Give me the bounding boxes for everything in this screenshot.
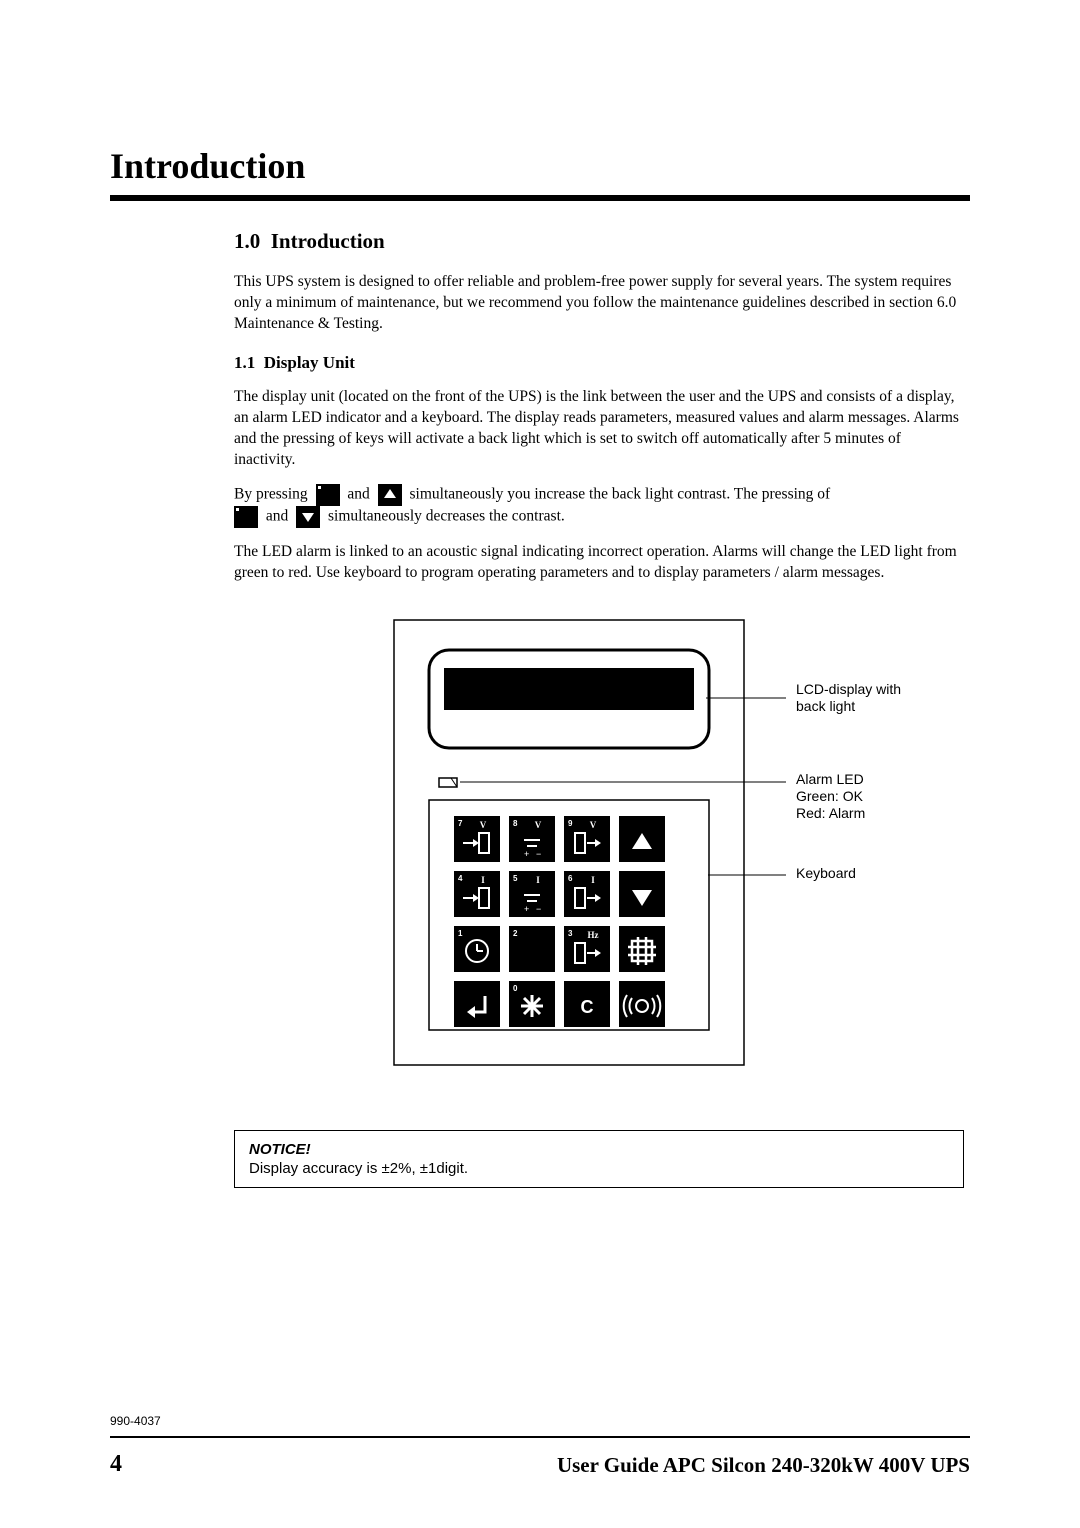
svg-text:V: V [535, 820, 542, 830]
subsection-heading: 1.1 Display Unit [234, 353, 964, 373]
svg-text:9: 9 [568, 819, 573, 828]
notice-text: Display accuracy is ±2%, ±1digit. [249, 1160, 949, 1177]
subsection-number: 1.1 [234, 353, 255, 372]
content-column: 1.0 Introduction This UPS system is desi… [234, 229, 964, 1188]
para2-a: By pressing [234, 486, 312, 503]
intro-paragraph: This UPS system is designed to offer rel… [234, 272, 964, 335]
svg-text:C: C [581, 997, 594, 1017]
svg-text:1: 1 [458, 929, 463, 938]
svg-text:LCD-display with: LCD-display with [796, 681, 901, 697]
footer-rule [110, 1436, 970, 1438]
svg-text:I: I [481, 875, 485, 885]
subsection-title: Display Unit [264, 353, 355, 372]
svg-text:4: 4 [458, 874, 463, 883]
svg-text:I: I [536, 875, 540, 885]
display-unit-para2: By pressing and simultaneously you incre… [234, 484, 964, 528]
key-icon-blank-2 [234, 506, 258, 528]
section-heading: 1.0 Introduction [234, 229, 964, 254]
display-unit-para1: The display unit (located on the front o… [234, 387, 964, 471]
svg-text:V: V [480, 820, 487, 830]
svg-text:5: 5 [513, 874, 518, 883]
title-rule [110, 195, 970, 201]
svg-text:0: 0 [513, 984, 518, 993]
key-icon-up [378, 484, 402, 506]
chapter-title: Introduction [110, 145, 970, 187]
footer-title: User Guide APC Silcon 240-320kW 400V UPS [557, 1453, 970, 1478]
svg-text:I: I [591, 875, 595, 885]
display-unit-diagram: 7V8V+−9V4I5I+−6I123Hz0CLCD-display withb… [384, 610, 964, 1070]
svg-text:2: 2 [513, 929, 518, 938]
svg-text:3: 3 [568, 929, 573, 938]
svg-text:Green: OK: Green: OK [796, 788, 864, 804]
svg-text:V: V [590, 820, 597, 830]
doc-code: 990-4037 [110, 1414, 161, 1428]
para2-c: simultaneously you increase the back lig… [406, 486, 831, 503]
notice-heading: NOTICE! [249, 1141, 949, 1158]
svg-text:−: − [536, 904, 541, 914]
svg-text:6: 6 [568, 874, 573, 883]
svg-text:7: 7 [458, 819, 463, 828]
svg-text:Red: Alarm: Red: Alarm [796, 805, 865, 821]
notice-box: NOTICE! Display accuracy is ±2%, ±1digit… [234, 1130, 964, 1188]
svg-text:Hz: Hz [588, 930, 599, 940]
key-icon-blank-1 [316, 484, 340, 506]
page: Introduction 1.0 Introduction This UPS s… [0, 0, 1080, 1528]
para2-b: and [344, 486, 374, 503]
page-number: 4 [110, 1451, 122, 1478]
para2-d: and [262, 508, 292, 525]
svg-text:8: 8 [513, 819, 518, 828]
display-unit-para3: The LED alarm is linked to an acoustic s… [234, 542, 964, 584]
section-title: Introduction [271, 229, 385, 253]
svg-text:+: + [524, 849, 529, 859]
svg-text:−: − [536, 849, 541, 859]
key-icon-down [296, 506, 320, 528]
svg-text:Keyboard: Keyboard [796, 865, 856, 881]
diagram-svg: 7V8V+−9V4I5I+−6I123Hz0CLCD-display withb… [384, 610, 944, 1070]
svg-text:back light: back light [796, 698, 855, 714]
section-number: 1.0 [234, 229, 260, 253]
para2-e: simultaneously decreases the contrast. [324, 508, 565, 525]
svg-text:+: + [524, 904, 529, 914]
svg-text:Alarm LED: Alarm LED [796, 771, 864, 787]
